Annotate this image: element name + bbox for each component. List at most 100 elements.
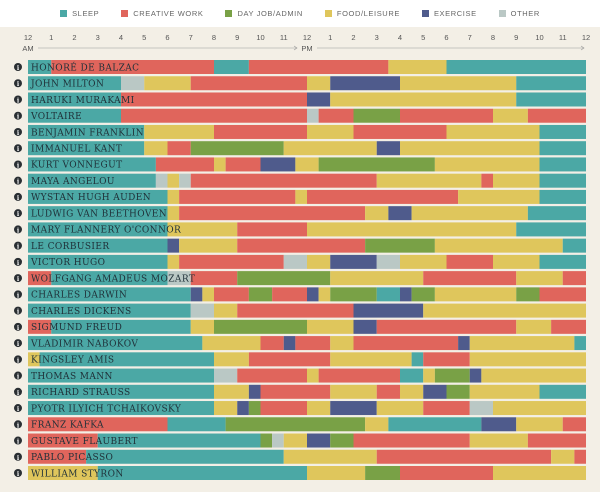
info-icon[interactable]	[14, 404, 22, 413]
legend-label: CREATIVE WORK	[133, 8, 204, 18]
bar-segment-food	[434, 157, 540, 172]
bar-segment-food	[295, 189, 307, 204]
bar-segment-exercise	[423, 384, 447, 399]
info-icon[interactable]	[14, 127, 22, 136]
person-name: CHARLES DICKENS	[31, 307, 132, 317]
info-icon[interactable]	[14, 241, 22, 250]
bar-segment-sleep	[388, 417, 482, 432]
info-icon[interactable]	[14, 322, 22, 331]
info-icon-glyph: i	[17, 179, 20, 186]
bar-segment-sleep	[167, 417, 226, 432]
bar-segment-dayjob	[190, 141, 284, 156]
info-icon[interactable]	[14, 144, 22, 153]
info-icon[interactable]	[14, 371, 22, 380]
bar-segment-exercise	[307, 433, 331, 448]
info-icon[interactable]	[14, 420, 22, 429]
bar-segment-dayjob	[353, 108, 400, 123]
bar-segment-food	[458, 189, 540, 204]
x-tick-label: 8	[212, 33, 216, 42]
info-icon[interactable]	[14, 436, 22, 445]
bar-segment-creative	[237, 303, 354, 318]
info-icon[interactable]	[14, 192, 22, 201]
bar-segment-creative	[400, 108, 493, 123]
x-tick-label: 2	[72, 33, 76, 42]
bar-segment-food	[330, 92, 517, 107]
bar-segment-sleep	[539, 124, 586, 139]
bar-segment-dayjob	[365, 466, 400, 480]
info-icon-glyph: i	[17, 244, 20, 251]
person-name: SIGMUND FREUD	[31, 323, 122, 333]
info-icon[interactable]	[14, 290, 22, 299]
info-icon[interactable]	[14, 176, 22, 185]
person-name: BENJAMIN FRANKLIN	[31, 128, 144, 138]
person-name: VLADIMIR NABOKOV	[30, 339, 138, 349]
bar-segment-creative	[562, 417, 586, 432]
legend-swatch	[421, 9, 429, 17]
bar-segment-exercise	[330, 254, 377, 269]
info-icon[interactable]	[14, 95, 22, 104]
info-icon[interactable]	[14, 339, 22, 348]
info-icon-glyph: i	[17, 114, 20, 121]
bar-segment-exercise	[283, 336, 296, 351]
bar-segment-creative	[260, 336, 284, 351]
bar-segment-creative	[481, 173, 493, 188]
info-icon[interactable]	[14, 79, 22, 88]
bar-segment-food	[400, 141, 540, 156]
info-icon[interactable]	[14, 387, 22, 396]
info-icon[interactable]	[14, 209, 22, 218]
info-icon[interactable]	[14, 452, 22, 461]
chart-panel: 12 1 2 3 4 5 6 7 8 9 10 11 12 1 2 3 4 5 6 7 8 9 10 11 12 AM PM i HON…	[0, 27, 600, 492]
legend-label: EXERCISE	[433, 8, 477, 18]
bar-segment-food	[202, 336, 261, 351]
info-icon[interactable]	[14, 469, 22, 477]
person-name: VICTOR HUGO	[30, 258, 105, 268]
person-name: PABLO PICASSO	[31, 453, 113, 463]
x-tick-label: 6	[444, 33, 448, 42]
bar-segment-creative	[318, 108, 354, 123]
bar-segment-sleep	[411, 352, 424, 367]
bar-segment-creative	[562, 271, 586, 286]
legend-item-exercise: EXERCISE	[421, 8, 477, 18]
info-icon[interactable]	[14, 274, 22, 283]
legend-item-creative: CREATIVE WORK	[121, 9, 203, 18]
info-icon[interactable]	[14, 63, 22, 71]
arrowhead-icon	[580, 45, 585, 51]
legend-swatch	[498, 9, 506, 17]
bar-segment-sleep	[539, 141, 586, 156]
bar-segment-sleep	[28, 157, 156, 172]
info-icon[interactable]	[14, 306, 22, 315]
info-icon-glyph: i	[17, 130, 20, 137]
bar-segment-food	[469, 433, 528, 448]
info-icon-glyph: i	[17, 309, 20, 316]
bar-segment-food	[28, 352, 40, 367]
info-icon[interactable]	[14, 225, 22, 234]
bar-segment-exercise	[469, 368, 482, 383]
bar-segment-sleep	[51, 319, 191, 334]
bar-segment-sleep	[51, 271, 168, 286]
bar-segment-other	[155, 173, 168, 188]
info-icon[interactable]	[14, 111, 22, 120]
bar-segment-creative	[237, 222, 307, 237]
bar-segment-creative	[551, 319, 586, 334]
bar-segment-sleep	[97, 466, 307, 480]
bar-segment-food	[330, 336, 354, 351]
person-name: IMMANUEL KANT	[31, 145, 122, 155]
info-icon[interactable]	[14, 160, 22, 169]
info-icon[interactable]	[14, 257, 22, 266]
bar-segment-creative	[121, 108, 307, 123]
legend-label: DAY JOB/ADMIN	[237, 8, 303, 18]
bar-segment-food	[179, 238, 238, 253]
arrowhead-icon	[293, 45, 298, 51]
person-name: LE CORBUSIER	[31, 242, 110, 252]
bar-segment-food	[423, 368, 435, 383]
x-tick-label: 11	[280, 33, 288, 42]
bar-segment-dayjob	[248, 401, 261, 416]
bar-segment-sleep	[400, 368, 424, 383]
bar-segment-creative	[353, 336, 459, 351]
bar-segment-food	[307, 368, 319, 383]
bar-segment-food	[469, 352, 586, 367]
info-icon-glyph: i	[17, 81, 20, 88]
person-name: JOHN MILTON	[30, 80, 104, 90]
legend-swatch	[121, 9, 129, 17]
info-icon[interactable]	[14, 355, 22, 364]
